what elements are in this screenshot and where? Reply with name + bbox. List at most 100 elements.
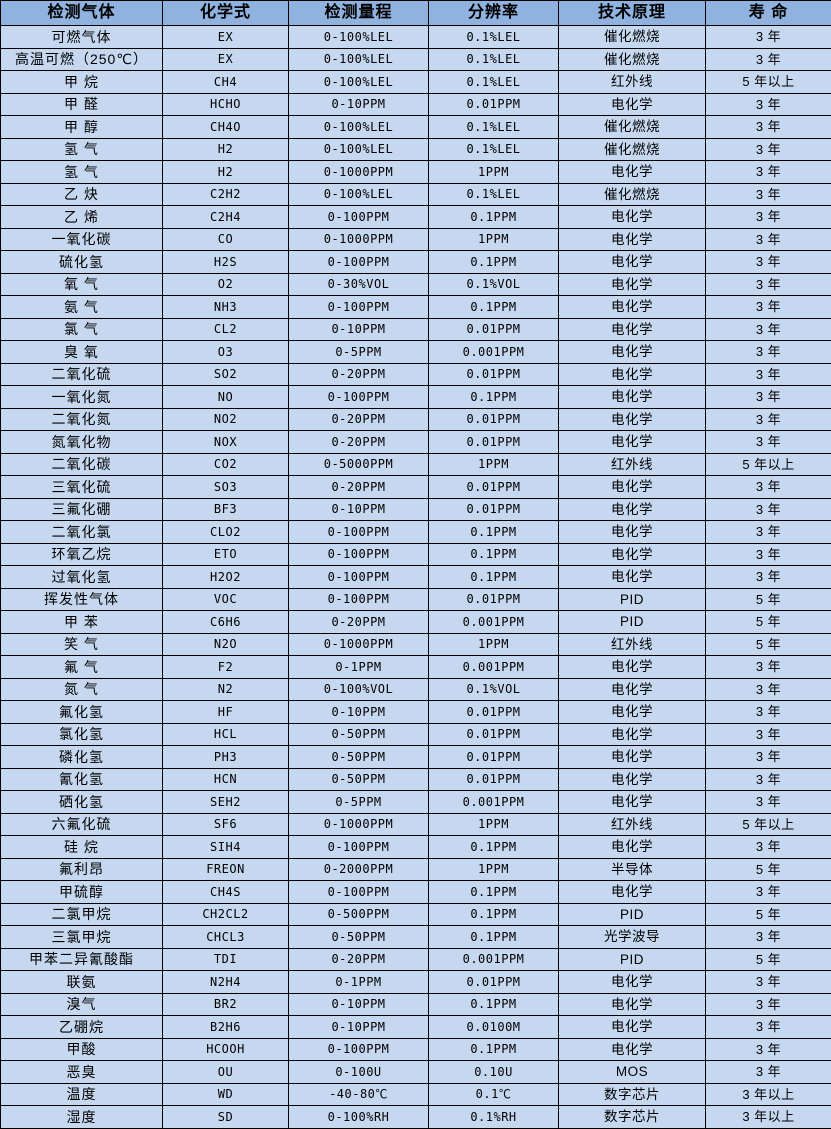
cell-range: 0-20PPM (289, 363, 429, 386)
cell-res: 0.1PPM (429, 251, 559, 274)
cell-tech: 红外线 (559, 633, 706, 656)
cell-tech: 电化学 (559, 363, 706, 386)
cell-tech: 电化学 (559, 408, 706, 431)
cell-formula: H2S (163, 251, 289, 274)
cell-tech: 电化学 (559, 251, 706, 274)
cell-formula: EX (163, 48, 289, 71)
cell-range: 0-100%LEL (289, 116, 429, 139)
cell-life: 3 年 (706, 431, 831, 454)
cell-formula: HCN (163, 768, 289, 791)
cell-life: 3 年 (706, 116, 831, 139)
cell-res: 0.001PPM (429, 948, 559, 971)
cell-res: 0.01PPM (429, 723, 559, 746)
cell-gas: 硫化氢 (1, 251, 163, 274)
cell-gas: 环氧乙烷 (1, 543, 163, 566)
cell-tech: 催化燃烧 (559, 26, 706, 49)
cell-gas: 甲 醇 (1, 116, 163, 139)
cell-formula: SEH2 (163, 791, 289, 814)
cell-gas: 乙 炔 (1, 183, 163, 206)
cell-range: 0-100PPM (289, 386, 429, 409)
cell-range: 0-100PPM (289, 206, 429, 229)
cell-life: 3 年以上 (706, 1083, 831, 1106)
cell-tech: 数字芯片 (559, 1106, 706, 1129)
cell-res: 0.1PPM (429, 836, 559, 859)
cell-life: 3 年 (706, 836, 831, 859)
cell-life: 3 年 (706, 993, 831, 1016)
cell-range: 0-1000PPM (289, 633, 429, 656)
cell-gas: 氢 气 (1, 161, 163, 184)
cell-range: 0-100PPM (289, 543, 429, 566)
cell-life: 3 年 (706, 386, 831, 409)
cell-life: 5 年以上 (706, 71, 831, 94)
cell-range: 0-100PPM (289, 881, 429, 904)
cell-range: 0-10PPM (289, 1016, 429, 1039)
cell-tech: 电化学 (559, 566, 706, 589)
cell-gas: 挥发性气体 (1, 588, 163, 611)
cell-res: 0.01PPM (429, 498, 559, 521)
cell-gas: 六氟化硫 (1, 813, 163, 836)
cell-formula: SIH4 (163, 836, 289, 859)
cell-tech: 红外线 (559, 813, 706, 836)
cell-life: 3 年 (706, 791, 831, 814)
cell-res: 0.1℃ (429, 1083, 559, 1106)
cell-life: 3 年 (706, 971, 831, 994)
cell-formula: HCHO (163, 93, 289, 116)
cell-gas: 联氨 (1, 971, 163, 994)
cell-range: -40-80℃ (289, 1083, 429, 1106)
cell-life: 3 年 (706, 408, 831, 431)
cell-range: 0-100PPM (289, 588, 429, 611)
cell-range: 0-1PPM (289, 656, 429, 679)
cell-life: 3 年 (706, 161, 831, 184)
cell-gas: 氢 气 (1, 138, 163, 161)
cell-life: 3 年 (706, 206, 831, 229)
cell-res: 0.1PPM (429, 521, 559, 544)
cell-life: 3 年 (706, 318, 831, 341)
cell-tech: 电化学 (559, 476, 706, 499)
cell-life: 3 年 (706, 476, 831, 499)
cell-formula: OU (163, 1061, 289, 1084)
cell-tech: 电化学 (559, 656, 706, 679)
cell-tech: PID (559, 948, 706, 971)
cell-formula: BR2 (163, 993, 289, 1016)
cell-gas: 氯 气 (1, 318, 163, 341)
cell-formula: H2 (163, 138, 289, 161)
cell-formula: B2H6 (163, 1016, 289, 1039)
cell-range: 0-10PPM (289, 701, 429, 724)
cell-res: 0.1PPM (429, 386, 559, 409)
cell-tech: 电化学 (559, 746, 706, 769)
cell-life: 3 年 (706, 228, 831, 251)
cell-life: 3 年 (706, 138, 831, 161)
cell-formula: ETO (163, 543, 289, 566)
cell-gas: 甲 醛 (1, 93, 163, 116)
cell-tech: 电化学 (559, 723, 706, 746)
cell-res: 0.1%LEL (429, 71, 559, 94)
cell-tech: 电化学 (559, 93, 706, 116)
cell-gas: 氮氧化物 (1, 431, 163, 454)
cell-tech: 电化学 (559, 296, 706, 319)
cell-tech: 电化学 (559, 386, 706, 409)
cell-range: 0-50PPM (289, 746, 429, 769)
cell-tech: 电化学 (559, 836, 706, 859)
cell-life: 3 年 (706, 26, 831, 49)
cell-res: 0.0100M (429, 1016, 559, 1039)
cell-gas: 二氧化碳 (1, 453, 163, 476)
cell-gas: 氟利昂 (1, 858, 163, 881)
cell-gas: 一氧化碳 (1, 228, 163, 251)
cell-life: 3 年 (706, 656, 831, 679)
cell-range: 0-50PPM (289, 926, 429, 949)
